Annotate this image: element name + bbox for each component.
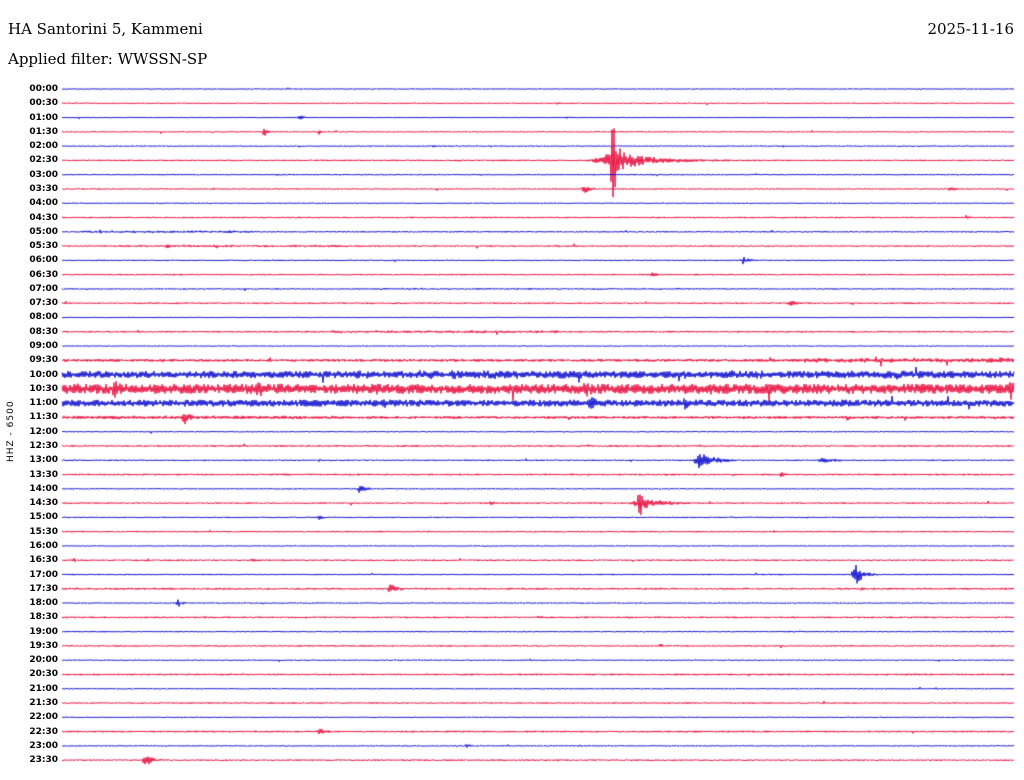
time-label: 21:00 <box>29 683 58 694</box>
time-label: 19:00 <box>29 626 58 637</box>
time-label: 00:30 <box>29 98 58 109</box>
time-label: 12:00 <box>29 426 58 437</box>
time-label: 17:00 <box>29 569 58 580</box>
time-label: 11:30 <box>29 412 58 423</box>
time-label: 13:00 <box>29 455 58 466</box>
time-label: 05:30 <box>29 241 58 252</box>
time-label: 15:30 <box>29 526 58 537</box>
time-label: 03:30 <box>29 183 58 194</box>
time-label: 19:30 <box>29 640 58 651</box>
time-label: 01:30 <box>29 126 58 137</box>
time-label: 18:30 <box>29 612 58 623</box>
time-label: 00:00 <box>29 84 58 94</box>
time-label: 05:00 <box>29 226 58 237</box>
time-label: 02:00 <box>29 141 58 152</box>
time-label: 06:30 <box>29 269 58 280</box>
time-label: 04:30 <box>29 212 58 223</box>
time-label: 04:00 <box>29 198 58 209</box>
time-label: 20:30 <box>29 669 58 680</box>
time-label: 02:30 <box>29 155 58 166</box>
time-label: 10:30 <box>29 383 58 394</box>
time-label: 06:00 <box>29 255 58 266</box>
time-label: 21:30 <box>29 698 58 709</box>
time-label: 20:00 <box>29 655 58 666</box>
time-label: 03:00 <box>29 169 58 180</box>
time-label: 14:30 <box>29 498 58 509</box>
time-label: 22:30 <box>29 726 58 737</box>
time-axis: 00:00 00:30 01:00 01:30 02:00 02:30 03:00 03:30… <box>0 0 58 780</box>
time-label: 07:30 <box>29 298 58 309</box>
time-label: 23:00 <box>29 740 58 751</box>
time-label: 16:30 <box>29 555 58 566</box>
time-label: 16:00 <box>29 540 58 551</box>
time-label: 08:30 <box>29 326 58 337</box>
time-label: 01:00 <box>29 112 58 123</box>
time-label: 09:00 <box>29 341 58 352</box>
time-label: 09:30 <box>29 355 58 366</box>
time-label: 18:00 <box>29 598 58 609</box>
time-label: 23:30 <box>29 755 58 766</box>
time-label: 14:00 <box>29 483 58 494</box>
time-label: 10:00 <box>29 369 58 380</box>
time-label: 22:00 <box>29 712 58 723</box>
time-label: 08:00 <box>29 312 58 323</box>
time-label: 11:00 <box>29 398 58 409</box>
time-label: 07:00 <box>29 283 58 294</box>
time-label: 12:30 <box>29 441 58 451</box>
time-label: 13:30 <box>29 469 58 480</box>
time-label: 17:30 <box>29 583 58 594</box>
time-label: 15:00 <box>29 512 58 523</box>
